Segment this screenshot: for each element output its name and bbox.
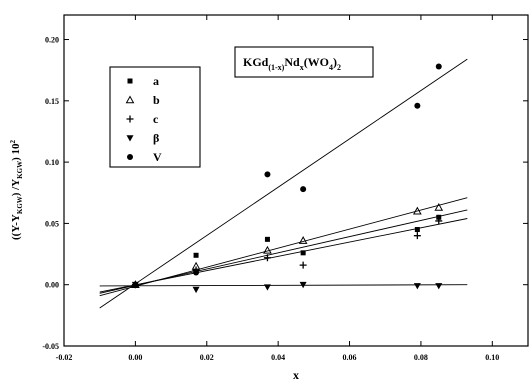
data-point [264,236,270,242]
data-point [414,102,421,109]
x-tick-label: 0.00 [128,353,142,362]
legend-label: V [153,150,162,164]
formula-annotation: KGd(1-x)Ndx(WO4)2 [234,46,374,78]
data-point [132,281,139,288]
legend-marker [127,154,133,160]
legend-label: b [153,93,160,107]
fit-line-4 [99,58,468,309]
data-point [192,286,200,294]
data-point [434,202,444,211]
y-axis-label: ((Y-YKGW) /YKGW) 102 [9,140,24,241]
data-point [193,252,199,258]
formula-box [234,46,374,78]
legend-label: β [153,131,159,145]
data-point [300,186,307,193]
x-tick-label: 0.02 [200,353,214,362]
x-tick-label: 0.04 [271,353,285,362]
y-tick-label: 0.15 [45,97,59,106]
fit-line-2 [99,218,468,293]
data-point [193,269,200,276]
y-axis-ticks: -0.05 0.00 0.05 0.10 0.15 0.20 [42,36,528,351]
data-point [413,232,421,240]
data-points [131,63,444,294]
data-point [264,171,271,178]
svg-text:((Y-YKGW) /YKGW) 102: ((Y-YKGW) /YKGW) 102 [9,140,24,241]
data-point [263,245,272,254]
x-axis-label: x [293,368,299,381]
legend-marker [127,78,133,84]
data-point [299,261,307,269]
legend-marker [125,95,135,104]
data-point [413,283,421,290]
y-tick-label: -0.05 [42,342,59,351]
plot-frame [63,14,529,347]
data-point [435,283,443,290]
x-tick-label: -0.02 [56,353,73,362]
x-tick-label: 0.06 [343,353,357,362]
data-point [435,63,442,70]
legend-box [109,66,201,168]
x-tick-label: 0.10 [485,353,499,362]
fit-lines [99,58,468,309]
data-point [263,254,271,262]
legend-label: a [153,74,159,88]
data-point [300,250,306,256]
y-tick-label: 0.00 [45,281,59,290]
legend-label: c [153,112,159,126]
data-point [413,206,422,215]
y-tick-label: 0.05 [45,219,59,228]
data-point [299,281,307,289]
legend-marker [126,135,134,142]
data-point [298,236,308,244]
y-tick-label: 0.20 [45,36,59,45]
legend-marker [126,115,134,123]
data-point [414,227,420,233]
data-point [263,284,271,291]
fit-line-3 [99,284,468,287]
data-point [435,217,443,225]
data-point [436,214,442,220]
formula-text: KGd(1-x)Ndx(WO4)2 [243,55,341,72]
y-tick-label: 0.10 [45,158,59,167]
x-tick-label: 0.08 [414,353,428,362]
x-axis-ticks: -0.02 0.00 0.02 0.04 0.06 0.08 0.10 [56,15,499,362]
